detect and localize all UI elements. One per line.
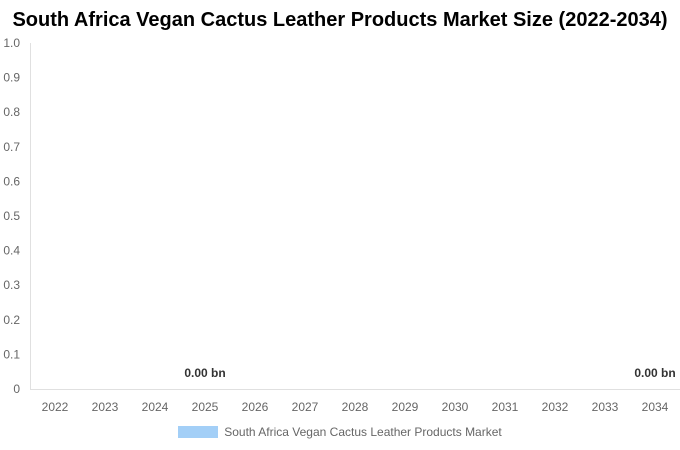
y-tick-label: 0.4 [3,244,20,258]
x-tick-label: 2032 [542,400,569,414]
y-tick-label: 0.8 [3,105,20,119]
y-tick-label: 0.6 [3,174,20,188]
x-axis: 2022 2023 2024 2025 2026 2027 2028 2029 2030 2031… [30,389,680,414]
x-tick-label: 2034 [642,400,669,414]
x-tick-label: 2029 [392,400,419,414]
y-tick-label: 0.5 [3,209,20,223]
x-tick-label: 2024 [142,400,169,414]
x-tick-label: 2028 [342,400,369,414]
y-tick-label: 0.1 [3,347,20,361]
x-tick-label: 2031 [492,400,519,414]
data-label: 0.00 bn [184,366,225,380]
y-tick-label: 0.2 [3,313,20,327]
x-tick-label: 2023 [92,400,119,414]
y-tick-label: 0.9 [3,71,20,85]
x-tick-label: 2027 [292,400,319,414]
data-labels: 0.00 bn 0.00 bn [184,366,675,380]
x-tick-label: 2030 [442,400,469,414]
y-tick-label: 0.7 [3,140,20,154]
x-tick-label: 2033 [592,400,619,414]
x-tick-label: 2026 [242,400,269,414]
x-tick-label: 2022 [42,400,69,414]
y-tick-label: 0.3 [3,278,20,292]
y-tick-label: 1.0 [3,36,20,50]
chart-title: South Africa Vegan Cactus Leather Produc… [12,9,668,31]
x-tick-label: 2025 [192,400,219,414]
data-label: 0.00 bn [634,366,675,380]
legend-swatch [178,426,219,438]
y-tick-label: 0 [13,382,20,396]
y-axis: 0 0.1 0.2 0.3 0.4 0.5 0.6 0.7 0.8 0.9 1.0 [3,36,31,396]
legend-label: South Africa Vegan Cactus Leather Produc… [224,425,502,439]
legend[interactable]: South Africa Vegan Cactus Leather Produc… [0,425,680,439]
